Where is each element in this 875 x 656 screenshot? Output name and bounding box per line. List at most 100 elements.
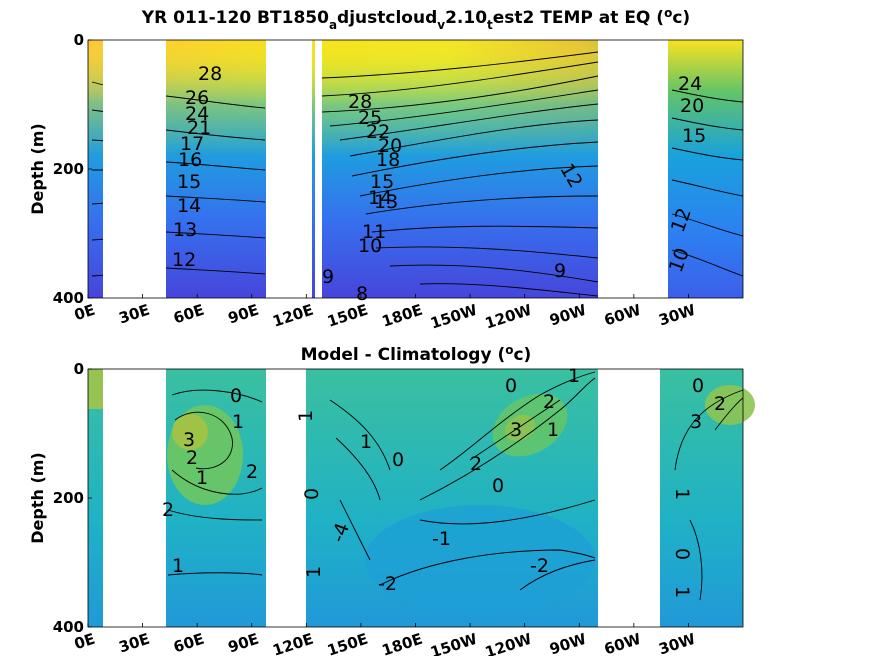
contour-label: 15 [370,171,394,193]
x-tick-label: 120W [483,630,535,656]
contour-label: 15 [177,171,201,193]
contour-label: 0 [671,548,693,560]
contour-label: -2 [378,573,397,595]
x-tick-label: 30E [117,630,152,656]
contour-label: 28 [198,63,222,85]
contour-label: -2 [530,555,549,577]
x-tick-label: 30E [117,301,152,328]
contour-label: 0 [301,488,323,500]
difference-contour-labels: 0 1 3 2 1 2 2 1 1 0 0 2 3 2 1 0 1 -1 -2 … [162,365,726,598]
land-africa [103,369,166,627]
top-y-ticks: 0 200 400 [53,31,92,307]
contour-label: 2 [470,453,482,475]
y-tick-label: 400 [53,289,84,307]
x-tick-label: 30W [657,630,699,656]
y-tick-label: 0 [74,360,84,378]
x-tick-label: 0E [72,630,97,654]
contour-label: 1 [671,586,693,598]
y-tick-label: 200 [53,489,84,507]
land-mask-top [103,40,668,298]
bottom-x-ticks: 0E 30E 60E 90E 120E 150E 180E 150W 120W 90W 60W 30W [72,623,698,656]
land-americas [598,40,668,298]
contour-label: 9 [554,260,566,282]
temperature-contour-labels: 28 26 24 21 17 16 15 14 13 12 28 25 22 2… [172,63,706,305]
contour-label: 13 [173,219,197,241]
contour-label: 1 [547,419,559,441]
contour-label: 16 [178,149,202,171]
x-tick-label: 90E [226,301,261,328]
contour-label: 1 [196,467,208,489]
contour-label: 3 [510,419,522,441]
x-tick-label: 90W [547,630,589,656]
contour-label: 0 [492,475,504,497]
y-tick-label: 400 [53,618,84,636]
contour-label: 2 [714,393,726,415]
bottom-y-axis-label: Depth (m) [28,452,47,544]
land-mask-bottom [103,369,660,627]
contour-label: 15 [682,125,706,147]
contour-label: 28 [348,91,372,113]
contour-label: 11 [362,221,386,243]
x-tick-label: 0E [72,301,97,325]
cold-anomaly-pacific [365,505,595,615]
x-tick-label: 150W [428,630,480,656]
x-tick-label: 120E [270,301,315,331]
land-americas [598,369,660,627]
contour-label: 0 [692,375,704,397]
bottom-y-ticks: 0 200 400 [53,360,92,636]
contour-label: 1 [568,365,580,387]
bottom-title: Model - Climatology (oc) [301,343,532,365]
contour-label: 1 [172,555,184,577]
x-tick-label: 60W [602,301,644,330]
contour-label: 2 [162,499,174,521]
contour-label: 10 [358,235,382,257]
x-tick-label: 150E [325,630,370,656]
contour-label: 8 [356,283,368,305]
contour-label: 1 [303,566,325,578]
contour-label: 0 [505,375,517,397]
contour-label: 14 [368,187,392,209]
x-tick-label: 120E [270,630,315,656]
x-tick-label: 150E [325,301,370,331]
land-maritime-continent [266,40,312,298]
contour-label: 12 [172,249,196,271]
contour-label: 20 [378,135,402,157]
land-maritime-continent-2 [315,40,322,298]
contour-label: 0 [392,449,404,471]
contour-label: 26 [185,87,209,109]
top-x-ticks: 0E 30E 60E 90E 120E 150E 180E 150W 120W 90W 60W 30W [72,294,698,333]
x-tick-label: 60E [171,301,206,328]
x-tick-label: 60W [602,630,644,656]
top-y-axis-label: Depth (m) [28,123,47,215]
top-title: YR 011-120 BT1850adjustcloudv2.10test2 T… [141,6,690,32]
x-tick-label: 180E [380,301,425,331]
contour-label: 0 [230,385,242,407]
x-tick-label: 90E [226,630,261,656]
x-tick-label: 120W [483,301,535,333]
contour-label: 1 [295,410,317,422]
contour-label: 18 [376,149,400,171]
y-tick-label: 0 [74,31,84,49]
contour-label: 22 [366,121,390,143]
contour-label: 9 [322,266,334,288]
x-tick-label: 150W [428,301,480,333]
y-tick-label: 200 [53,160,84,178]
contour-label: 24 [185,103,209,125]
contour-label: 25 [358,107,382,129]
contour-label: 2 [246,461,258,483]
contour-label: 3 [183,429,195,451]
warm-anomaly-atlantic [705,385,755,425]
contour-label: 2 [186,447,198,469]
x-tick-label: 90W [547,301,589,330]
contour-label: 14 [177,195,201,217]
x-tick-label: 30W [657,301,699,330]
contour-label: 17 [180,133,204,155]
contour-label: 3 [690,411,702,433]
contour-label: 21 [187,117,211,139]
contour-label: 1 [232,411,244,433]
contour-label: 1 [671,488,693,500]
atlantic-east-field [668,40,743,298]
x-tick-label: 60E [171,630,206,656]
x-tick-label: 180E [380,630,425,656]
